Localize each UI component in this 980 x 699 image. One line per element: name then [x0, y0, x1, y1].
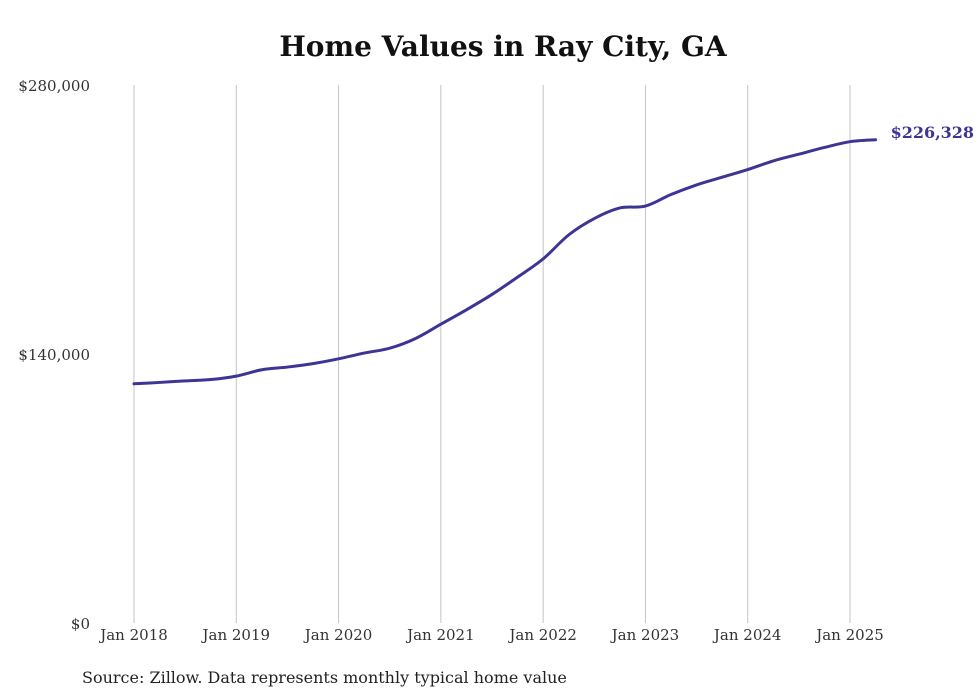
- chart-title: Home Values in Ray City, GA: [279, 30, 727, 63]
- x-tick-label: Jan 2024: [712, 626, 782, 644]
- y-tick-label: $0: [71, 615, 90, 633]
- series-line: [132, 138, 878, 386]
- x-tick-label: Jan 2022: [507, 626, 577, 644]
- x-tick-label: Jan 2023: [610, 626, 680, 644]
- x-tick-label: Jan 2019: [201, 626, 271, 644]
- x-tick-label: Jan 2021: [405, 626, 475, 644]
- end-value-label: $226,328: [891, 123, 975, 142]
- source-note: Source: Zillow. Data represents monthly …: [82, 668, 567, 687]
- y-tick-label: $140,000: [18, 346, 90, 364]
- x-tick-label: Jan 2025: [814, 626, 884, 644]
- y-tick-label: $280,000: [18, 77, 90, 95]
- x-tick-label: Jan 2018: [98, 626, 168, 644]
- x-tick-label: Jan 2020: [303, 626, 373, 644]
